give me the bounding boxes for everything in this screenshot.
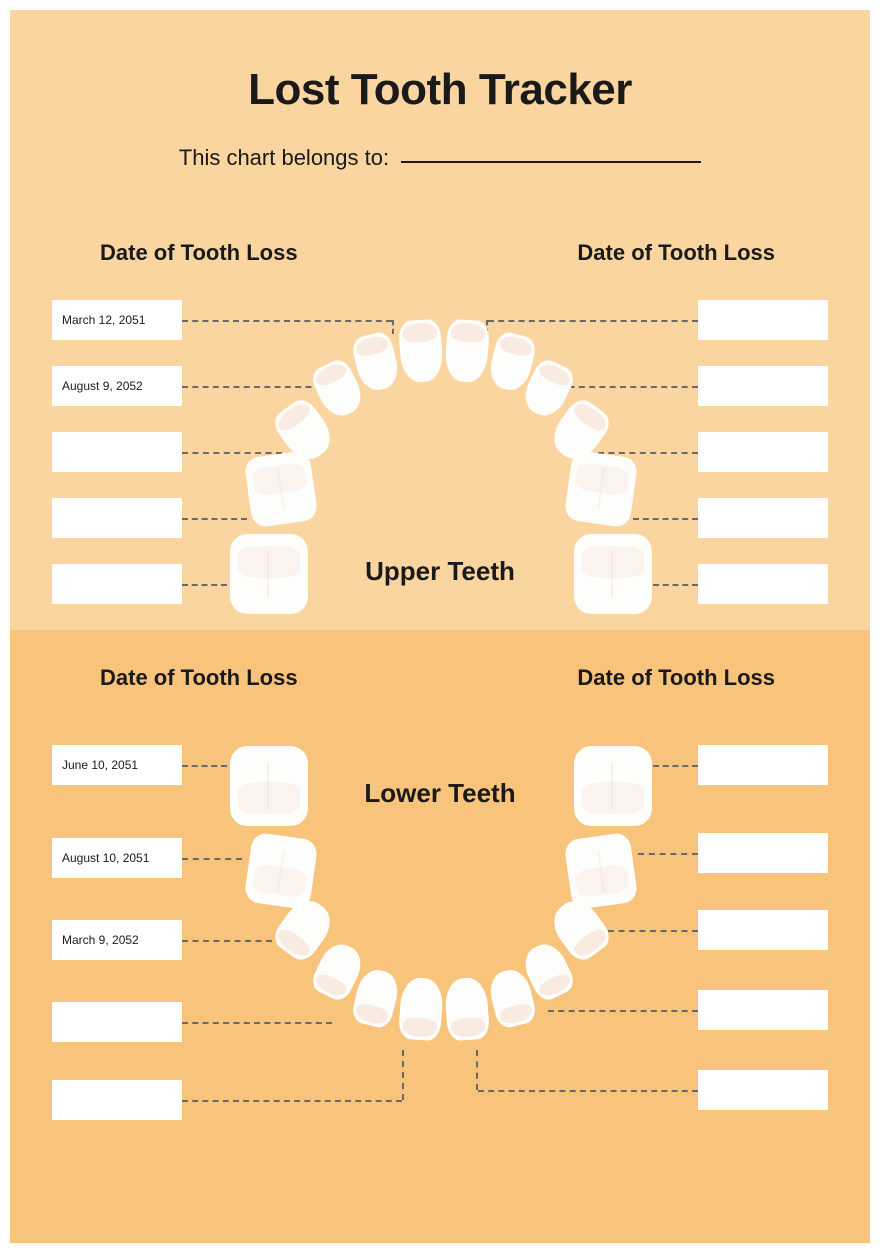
tooth-icon [230,746,308,826]
lower-left-date-4[interactable] [52,1002,182,1042]
tooth-icon [574,746,652,826]
tooth-icon [563,832,638,911]
leader-line [182,1100,402,1102]
lower-left-header: Date of Tooth Loss [100,665,298,691]
tooth-icon [574,534,652,614]
lower-right-date-3[interactable] [698,910,828,950]
upper-left-date-3[interactable] [52,432,182,472]
tooth-icon [444,319,490,384]
lower-right-date-4[interactable] [698,990,828,1030]
tooth-tracker-page: Lost Tooth Tracker This chart belongs to… [10,10,870,1243]
upper-left-header: Date of Tooth Loss [100,240,298,266]
belongs-to-input-line[interactable] [401,161,701,163]
tooth-icon [398,977,444,1042]
tooth-icon [398,319,444,384]
tooth-icon [230,534,308,614]
upper-left-date-1[interactable]: March 12, 2051 [52,300,182,340]
leader-line [478,1090,698,1092]
upper-right-date-3[interactable] [698,432,828,472]
lower-left-date-5[interactable] [52,1080,182,1120]
upper-left-date-2[interactable]: August 9, 2052 [52,366,182,406]
upper-left-date-4[interactable] [52,498,182,538]
leader-line [476,1050,478,1090]
lower-right-date-5[interactable] [698,1070,828,1110]
page-title: Lost Tooth Tracker [10,65,870,115]
upper-right-date-2[interactable] [698,366,828,406]
leader-line [402,1050,404,1100]
belongs-to-row: This chart belongs to: [10,145,870,171]
lower-right-date-2[interactable] [698,833,828,873]
tooth-icon [243,450,318,529]
upper-right-date-1[interactable] [698,300,828,340]
upper-section: Lost Tooth Tracker This chart belongs to… [10,10,870,630]
lower-left-date-2[interactable]: August 10, 2051 [52,838,182,878]
upper-teeth-diagram [200,320,680,610]
tooth-icon [563,450,638,529]
upper-right-header: Date of Tooth Loss [577,240,775,266]
lower-section: Date of Tooth Loss Date of Tooth Loss Ju… [10,630,870,1243]
tooth-icon [243,832,318,911]
upper-right-date-4[interactable] [698,498,828,538]
lower-right-header: Date of Tooth Loss [577,665,775,691]
lower-teeth-diagram [200,750,680,1040]
belongs-to-label: This chart belongs to: [179,145,389,170]
lower-left-date-3[interactable]: March 9, 2052 [52,920,182,960]
tooth-icon [444,977,490,1042]
